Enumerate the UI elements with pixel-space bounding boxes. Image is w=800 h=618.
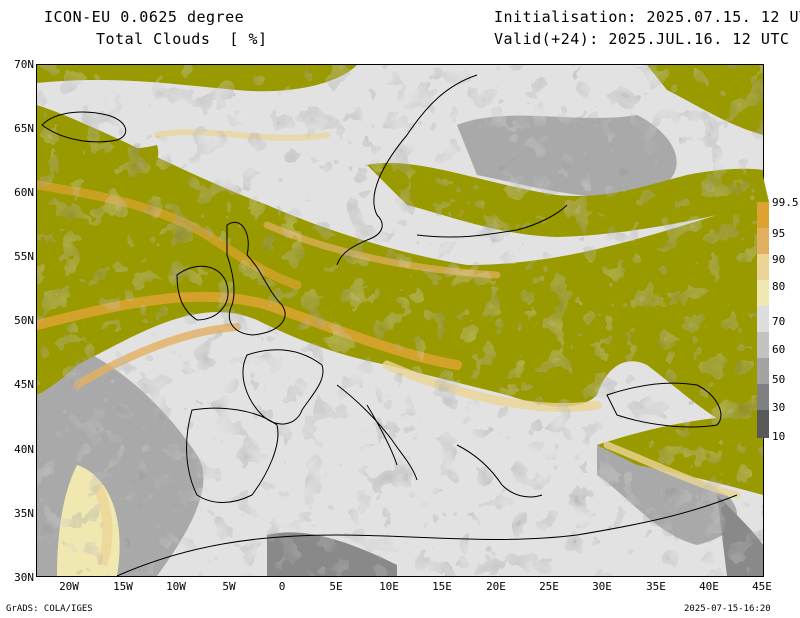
italy-coast bbox=[336, 384, 418, 481]
lon-label: 35E bbox=[646, 580, 666, 593]
lat-label: 40N bbox=[14, 443, 34, 456]
colorbar-label: 50 bbox=[772, 373, 786, 386]
lat-label: 60N bbox=[14, 186, 34, 199]
lon-label: 10W bbox=[166, 580, 186, 593]
colorbar-swatch bbox=[757, 280, 769, 306]
init-time: Initialisation: 2025.07.15. 12 UTC bbox=[494, 8, 800, 26]
colorbar-swatch bbox=[757, 358, 769, 384]
colorbar-swatch bbox=[757, 384, 769, 410]
iceland-coast bbox=[41, 111, 127, 143]
lat-label: 50N bbox=[14, 314, 34, 327]
colorbar-label: 99.5 bbox=[772, 196, 799, 209]
lon-label: 30E bbox=[592, 580, 612, 593]
valid-time: Valid(+24): 2025.JUL.16. 12 UTC bbox=[494, 30, 790, 48]
lat-label: 70N bbox=[14, 58, 34, 71]
footer-timestamp: 2025-07-15-16:20 bbox=[684, 604, 771, 614]
model-title: ICON-EU 0.0625 degree bbox=[44, 8, 245, 26]
iberia-coast bbox=[186, 407, 279, 503]
lon-label: 0 bbox=[278, 580, 286, 593]
lat-label: 55N bbox=[14, 250, 34, 263]
colorbar-swatch bbox=[757, 410, 769, 438]
cloud-texture bbox=[37, 65, 763, 576]
lat-label: 35N bbox=[14, 507, 34, 520]
france-coast bbox=[242, 349, 324, 425]
balkans-coast bbox=[456, 444, 543, 498]
colorbar-label: 30 bbox=[772, 401, 786, 414]
colorbar-label: 90 bbox=[772, 253, 786, 266]
north-africa-coast bbox=[116, 494, 738, 576]
colorbar-swatch bbox=[757, 228, 769, 254]
lon-label: 20E bbox=[486, 580, 506, 593]
colorbar-label: 80 bbox=[772, 280, 786, 293]
lon-label: 40E bbox=[699, 580, 719, 593]
baltic-coast bbox=[416, 204, 568, 238]
colorbar-swatch bbox=[757, 306, 769, 332]
map-canvas bbox=[37, 65, 763, 576]
colorbar-label: 60 bbox=[772, 343, 786, 356]
black-sea-coast bbox=[606, 382, 722, 428]
colorbar-label: 10 bbox=[772, 430, 786, 443]
coastlines bbox=[41, 74, 738, 576]
scandinavia-coast bbox=[336, 74, 478, 266]
colorbar-label: 70 bbox=[772, 315, 786, 328]
colorbar bbox=[757, 176, 769, 438]
colorbar-label: 95 bbox=[772, 227, 786, 240]
field-title: Total Clouds [ %] bbox=[96, 30, 268, 48]
lon-label: 15W bbox=[113, 580, 133, 593]
lat-label: 65N bbox=[14, 122, 34, 135]
colorbar-swatch bbox=[757, 202, 769, 228]
ireland-coast bbox=[176, 265, 229, 321]
lon-label: 25E bbox=[539, 580, 559, 593]
lon-label: 10E bbox=[379, 580, 399, 593]
cloud-cover-map bbox=[36, 64, 764, 577]
lon-label: 5E bbox=[329, 580, 343, 593]
lon-label: 15E bbox=[432, 580, 452, 593]
colorbar-swatch bbox=[757, 254, 769, 280]
britain-coast bbox=[226, 222, 286, 336]
lon-label: 5W bbox=[222, 580, 236, 593]
lat-label: 30N bbox=[14, 571, 34, 584]
lat-label: 45N bbox=[14, 378, 34, 391]
lon-label: 20W bbox=[59, 580, 79, 593]
lon-label: 45E bbox=[752, 580, 772, 593]
footer-credit: GrADS: COLA/IGES bbox=[6, 604, 93, 614]
colorbar-swatch bbox=[757, 332, 769, 358]
colorbar-arrow bbox=[757, 176, 769, 202]
